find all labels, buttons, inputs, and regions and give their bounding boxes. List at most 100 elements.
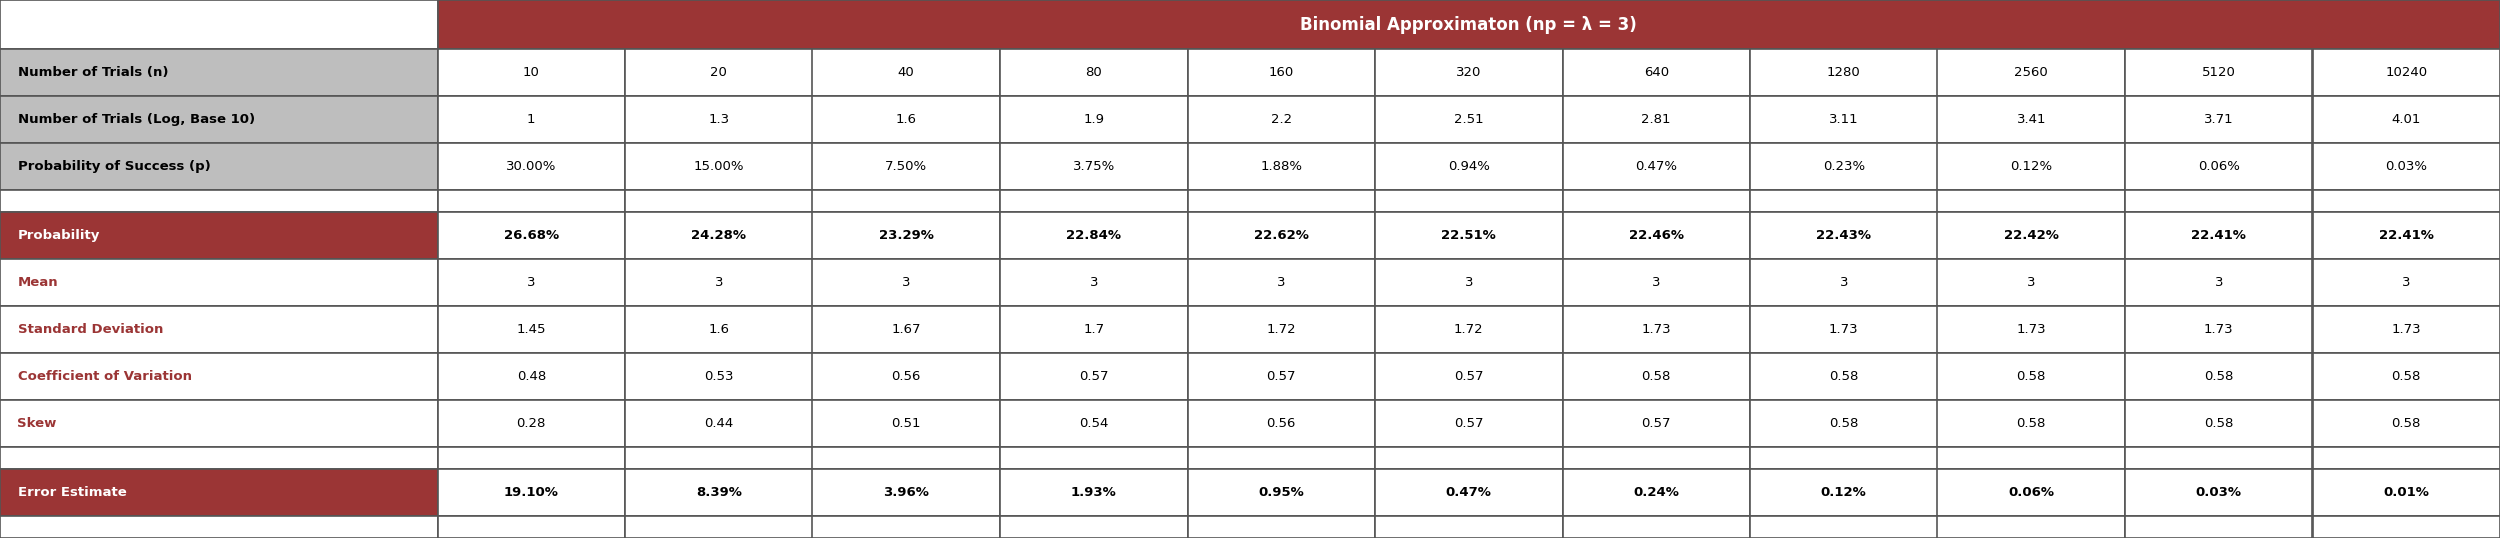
Text: 22.84%: 22.84% — [1065, 229, 1120, 242]
Text: 1.73: 1.73 — [1642, 323, 1670, 336]
Bar — [1938, 516, 2125, 538]
Bar — [1750, 49, 1938, 96]
Bar — [1188, 96, 1375, 143]
Text: 0.51: 0.51 — [892, 417, 920, 430]
Bar — [812, 143, 1000, 190]
Bar — [1188, 143, 1375, 190]
Bar — [1750, 190, 1938, 212]
Text: 1.7: 1.7 — [1082, 323, 1105, 336]
Bar — [438, 447, 625, 469]
Text: 0.53: 0.53 — [705, 370, 732, 383]
Text: 0.12%: 0.12% — [1820, 486, 1868, 499]
Bar — [1000, 353, 1188, 400]
Bar — [1750, 96, 1938, 143]
Bar — [1375, 259, 1562, 306]
Text: 1.6: 1.6 — [707, 323, 730, 336]
Bar — [438, 212, 625, 259]
Text: 0.56: 0.56 — [1268, 417, 1295, 430]
Bar — [1000, 469, 1188, 516]
Bar — [1000, 49, 1188, 96]
Bar — [438, 516, 625, 538]
Text: 1.9: 1.9 — [1082, 113, 1105, 126]
Text: 320: 320 — [1455, 66, 1482, 79]
Bar — [2312, 96, 2500, 143]
Bar — [1562, 447, 1750, 469]
Bar — [2125, 469, 2312, 516]
Bar — [1750, 469, 1938, 516]
Text: 3: 3 — [528, 276, 535, 289]
Bar — [1562, 469, 1750, 516]
Text: 1.67: 1.67 — [892, 323, 920, 336]
Bar — [1562, 306, 1750, 353]
Text: Skew: Skew — [18, 417, 58, 430]
Bar — [0, 400, 438, 447]
Text: 1: 1 — [528, 113, 535, 126]
Bar — [1375, 447, 1562, 469]
Text: 0.58: 0.58 — [2392, 417, 2420, 430]
Bar — [0, 469, 438, 516]
Text: 0.57: 0.57 — [1455, 370, 1482, 383]
Bar — [438, 306, 625, 353]
Bar — [625, 49, 812, 96]
Bar — [812, 447, 1000, 469]
Text: 0.58: 0.58 — [2392, 370, 2420, 383]
Text: 3.75%: 3.75% — [1072, 160, 1115, 173]
Bar — [1938, 447, 2125, 469]
Bar — [0, 447, 438, 469]
Text: 0.58: 0.58 — [2205, 370, 2232, 383]
Text: 1.73: 1.73 — [2205, 323, 2232, 336]
Text: 5120: 5120 — [2202, 66, 2235, 79]
Bar — [1750, 400, 1938, 447]
Bar — [1188, 259, 1375, 306]
Bar — [0, 212, 438, 259]
Bar — [812, 96, 1000, 143]
Text: 0.57: 0.57 — [1080, 370, 1108, 383]
Bar — [1375, 469, 1562, 516]
Text: 1.93%: 1.93% — [1070, 486, 1118, 499]
Bar — [2125, 516, 2312, 538]
Text: 4.01: 4.01 — [2392, 113, 2420, 126]
Text: 10: 10 — [522, 66, 540, 79]
Bar — [1375, 516, 1562, 538]
Bar — [2312, 143, 2500, 190]
Bar — [812, 516, 1000, 538]
Bar — [2312, 49, 2500, 96]
Text: 22.43%: 22.43% — [1815, 229, 1870, 242]
Bar — [2312, 447, 2500, 469]
Text: 3: 3 — [2402, 276, 2410, 289]
Text: 0.48: 0.48 — [518, 370, 545, 383]
Bar — [0, 143, 438, 190]
Bar — [2125, 447, 2312, 469]
Bar — [1188, 212, 1375, 259]
Bar — [625, 516, 812, 538]
Text: 3.71: 3.71 — [2205, 113, 2232, 126]
Bar — [2312, 190, 2500, 212]
Text: 23.29%: 23.29% — [880, 229, 932, 242]
Text: 0.12%: 0.12% — [2010, 160, 2052, 173]
Bar — [625, 96, 812, 143]
Bar — [1562, 49, 1750, 96]
Bar — [625, 353, 812, 400]
Text: 0.44: 0.44 — [705, 417, 732, 430]
Text: 0.95%: 0.95% — [1258, 486, 1305, 499]
Text: 3: 3 — [2215, 276, 2222, 289]
Bar — [1375, 96, 1562, 143]
Text: 160: 160 — [1268, 66, 1295, 79]
Bar — [1188, 353, 1375, 400]
Bar — [1938, 96, 2125, 143]
Bar — [812, 469, 1000, 516]
Bar — [438, 400, 625, 447]
Bar — [1562, 516, 1750, 538]
Text: 0.58: 0.58 — [1830, 417, 1858, 430]
Text: 0.23%: 0.23% — [1822, 160, 1865, 173]
Bar — [1938, 400, 2125, 447]
Bar — [1375, 49, 1562, 96]
Bar — [1750, 306, 1938, 353]
Text: 2.2: 2.2 — [1270, 113, 1292, 126]
Bar — [1750, 212, 1938, 259]
Text: 22.42%: 22.42% — [2005, 229, 2058, 242]
Text: 0.58: 0.58 — [2018, 370, 2045, 383]
Text: Error Estimate: Error Estimate — [18, 486, 125, 499]
Bar — [438, 353, 625, 400]
Bar — [1938, 212, 2125, 259]
